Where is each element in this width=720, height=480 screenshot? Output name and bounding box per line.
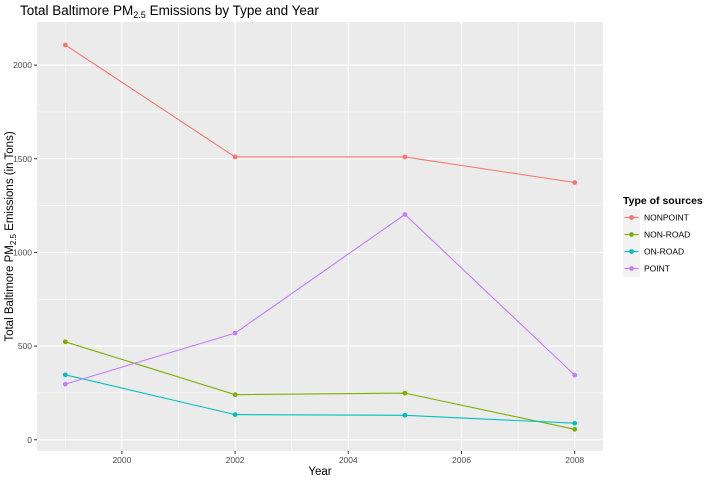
data-point-non-road	[402, 390, 408, 396]
series-line-non-road	[65, 341, 575, 430]
x-tick-label: 2008	[565, 455, 584, 465]
data-point-point	[402, 212, 408, 217]
legend-key-point	[629, 215, 634, 220]
series-layer	[62, 42, 578, 432]
legend-label: ON-ROAD	[644, 247, 684, 257]
y-axis: 0 500 1000 1500 2000	[13, 60, 37, 445]
series-line-nonpoint	[64, 44, 575, 184]
data-point-non-road	[232, 392, 238, 398]
minor-gridlines	[37, 22, 603, 451]
y-axis-title: Total Baltimore PM2.5 Emissions (in Tons…	[4, 131, 18, 341]
legend-label: NONPOINT	[644, 213, 689, 223]
series-line-on-road	[65, 374, 575, 424]
chart-title: Total Baltimore PM2.5 Emissions by Type …	[20, 3, 319, 20]
x-tick-label: 2000	[112, 455, 131, 465]
legend-label: POINT	[644, 264, 670, 274]
legend-title: Type of sources	[623, 195, 703, 207]
legend-key-point	[629, 266, 634, 271]
x-tick-label: 2006	[452, 455, 471, 465]
legend: Type of sources NONPOINT NON-ROAD ON-ROAD P…	[623, 195, 703, 277]
legend-key-point	[629, 232, 634, 237]
y-tick-label: 500	[18, 341, 32, 351]
major-gridlines	[37, 22, 603, 451]
data-point-on-road	[62, 372, 68, 378]
data-point-point	[62, 381, 68, 387]
series-line-point	[65, 213, 576, 385]
x-tick-label: 2002	[226, 455, 245, 465]
x-tick-label: 2004	[339, 455, 358, 465]
legend-label: NON-ROAD	[644, 230, 690, 240]
data-point-on-road	[232, 412, 238, 418]
y-tick-label: 0	[27, 435, 32, 445]
data-point-on-road	[402, 412, 408, 418]
data-point-nonpoint	[232, 154, 238, 160]
legend-key-point	[629, 249, 634, 254]
data-point-non-road	[572, 426, 578, 432]
data-point-point	[232, 330, 238, 336]
data-point-on-road	[572, 420, 578, 426]
data-point-nonpoint	[402, 154, 408, 160]
x-axis-title: Year	[308, 466, 331, 478]
plot-panel	[37, 22, 603, 451]
y-tick-label: 1000	[13, 247, 32, 257]
data-point-point	[572, 372, 578, 378]
data-point-nonpoint	[572, 180, 578, 185]
y-tick-label: 2000	[13, 60, 32, 70]
data-point-nonpoint	[62, 42, 68, 48]
y-tick-label: 1500	[13, 154, 32, 164]
x-axis: 2000 2002 2004 2006 2008	[112, 451, 584, 465]
data-point-non-road	[62, 339, 68, 345]
